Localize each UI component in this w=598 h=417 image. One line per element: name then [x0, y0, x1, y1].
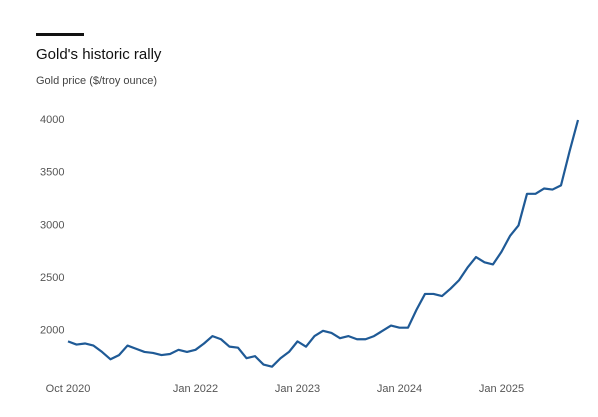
x-tick-label: Jan 2024: [377, 383, 422, 395]
y-tick-label: 3000: [40, 219, 64, 231]
x-tick-label: Oct 2020: [46, 383, 91, 395]
y-tick-label: 4000: [40, 114, 64, 126]
x-tick-label: Jan 2025: [479, 383, 524, 395]
title-bar: [36, 33, 84, 36]
y-tick-label: 2000: [40, 325, 64, 337]
x-tick-label: Jan 2022: [173, 383, 218, 395]
chart-subtitle: Gold price ($/troy ounce): [36, 75, 157, 87]
price-line: [67, 119, 580, 368]
x-tick-label: Jan 2023: [275, 383, 320, 395]
chart-title: Gold's historic rally: [36, 46, 162, 63]
y-tick-label: 3500: [40, 167, 64, 179]
y-tick-label: 2500: [40, 272, 64, 284]
